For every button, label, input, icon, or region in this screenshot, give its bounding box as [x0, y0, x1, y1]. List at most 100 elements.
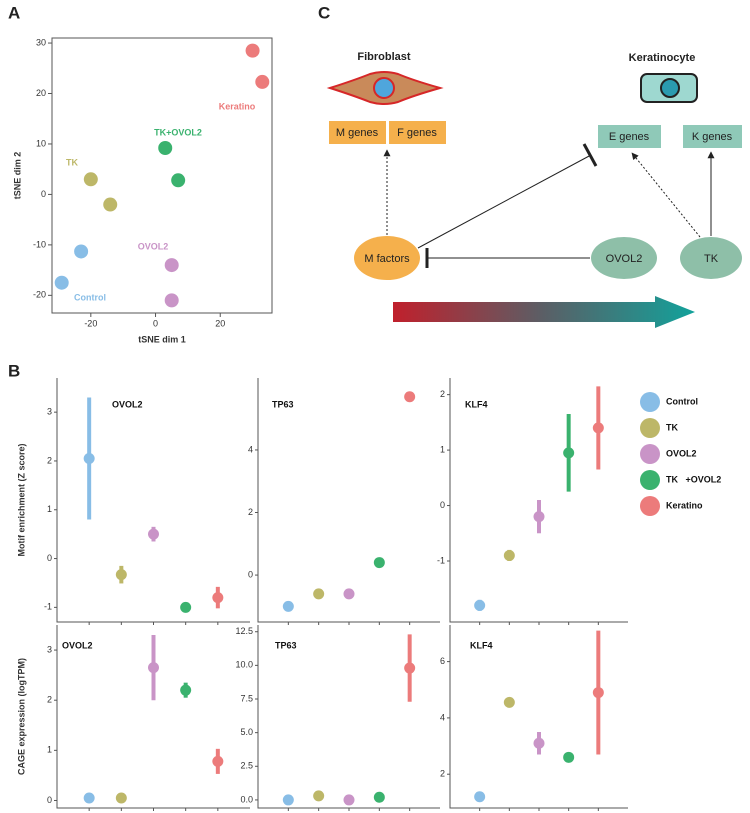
node-label: TK: [704, 253, 719, 265]
cluster-label: Control: [74, 292, 106, 302]
x-axis-title: tSNE dim 1: [138, 334, 186, 344]
legend-label: OVOL2: [666, 448, 697, 458]
y-tick-label: 10: [36, 138, 46, 148]
gene-label: E genes: [609, 131, 650, 143]
x-tick-label: -20: [84, 318, 97, 328]
gene-box: [598, 125, 661, 148]
panel-title: OVOL2: [112, 399, 143, 409]
panel-title: TP63: [275, 640, 297, 650]
point: [115, 792, 127, 804]
legend-swatch: [640, 496, 660, 516]
panel-title: KLF4: [465, 399, 488, 409]
point: [83, 792, 95, 804]
point: [404, 391, 416, 403]
legend-label: TK +OVOL2: [666, 474, 721, 484]
panel-label: B: [8, 361, 20, 380]
y-tick-label: 10.0: [235, 660, 253, 670]
y-tick-label: 3: [47, 644, 52, 654]
gene-label: K genes: [692, 131, 733, 143]
arrow: [631, 152, 701, 238]
cluster-label: TK+OVOL2: [154, 127, 202, 137]
y-axis-title: Motif enrichment (Z score): [16, 443, 26, 556]
legend-swatch: [640, 470, 660, 490]
y-tick-label: 2: [248, 507, 253, 517]
axis-line: [449, 625, 628, 809]
y-tick-label: 0: [248, 569, 253, 579]
cluster-label: TK: [66, 157, 78, 167]
point: [474, 599, 486, 611]
panel-title: OVOL2: [62, 640, 93, 650]
y-tick-label: 3: [47, 407, 52, 417]
y-tick-label: -1: [44, 602, 52, 612]
y-tick-label: 0: [41, 189, 46, 199]
y-tick-label: 1: [47, 504, 52, 514]
point: [83, 172, 98, 187]
axis-line: [56, 378, 250, 623]
node-label: OVOL2: [606, 253, 643, 265]
legend-swatch: [640, 418, 660, 438]
point: [255, 74, 270, 89]
legend-label: TK: [666, 422, 678, 432]
point: [115, 569, 127, 581]
y-tick-label: 2: [47, 695, 52, 705]
point: [148, 662, 159, 674]
point: [103, 197, 118, 212]
panel-label: C: [318, 3, 330, 22]
point: [282, 600, 294, 612]
node: [680, 237, 742, 279]
point: [212, 592, 224, 604]
plot-frame: [51, 37, 273, 314]
gene-box: [683, 125, 742, 148]
legend-label: Keratino: [666, 500, 703, 510]
legend-swatch: [640, 444, 660, 464]
x-tick-label: 0: [153, 318, 158, 328]
gene-box: [329, 121, 386, 144]
y-tick-label: 0.0: [240, 794, 253, 804]
point: [164, 293, 179, 308]
point: [83, 453, 95, 465]
panel-title: KLF4: [470, 640, 493, 650]
legend-label: Control: [666, 396, 698, 406]
y-tick-label: 0: [47, 553, 52, 563]
axis-line: [257, 378, 440, 623]
y-tick-label: 6: [440, 656, 445, 666]
y-tick-label: 4: [248, 444, 253, 454]
point: [282, 794, 294, 806]
y-axis-title: CAGE expression (logTPM): [16, 658, 26, 775]
point: [404, 662, 416, 674]
y-tick-label: -20: [33, 290, 46, 300]
point: [373, 557, 385, 569]
y-tick-label: 0: [47, 795, 52, 805]
y-tick-label: 2: [47, 455, 52, 465]
node: [354, 236, 420, 280]
point: [533, 511, 545, 523]
point: [158, 141, 173, 155]
point: [503, 549, 515, 561]
y-tick-label: 1: [440, 444, 445, 454]
y-tick-label: 7.5: [240, 693, 253, 703]
nucleus: [660, 78, 680, 98]
panel-label: A: [8, 3, 20, 22]
y-tick-label: 30: [36, 37, 46, 47]
point: [343, 588, 355, 600]
point: [592, 687, 604, 699]
y-tick-label: 2: [440, 389, 445, 399]
point: [313, 790, 325, 802]
y-tick-label: 2: [440, 769, 445, 779]
y-tick-label: 0: [440, 500, 445, 510]
point: [563, 751, 575, 763]
x-tick-label: 20: [215, 318, 225, 328]
cell-label: Fibroblast: [357, 51, 411, 63]
y-tick-label: 2.5: [240, 761, 253, 771]
gene-box: [389, 121, 446, 144]
point: [343, 794, 355, 806]
y-tick-label: 12.5: [235, 626, 253, 636]
node-label: M factors: [364, 253, 410, 265]
panel-title: TP63: [272, 399, 294, 409]
point: [180, 684, 192, 696]
point: [148, 528, 159, 540]
point: [563, 447, 575, 459]
diagram: Fibroblast Keratinocyte M genes F genes …: [326, 51, 742, 328]
y-tick-label: 4: [440, 712, 445, 722]
